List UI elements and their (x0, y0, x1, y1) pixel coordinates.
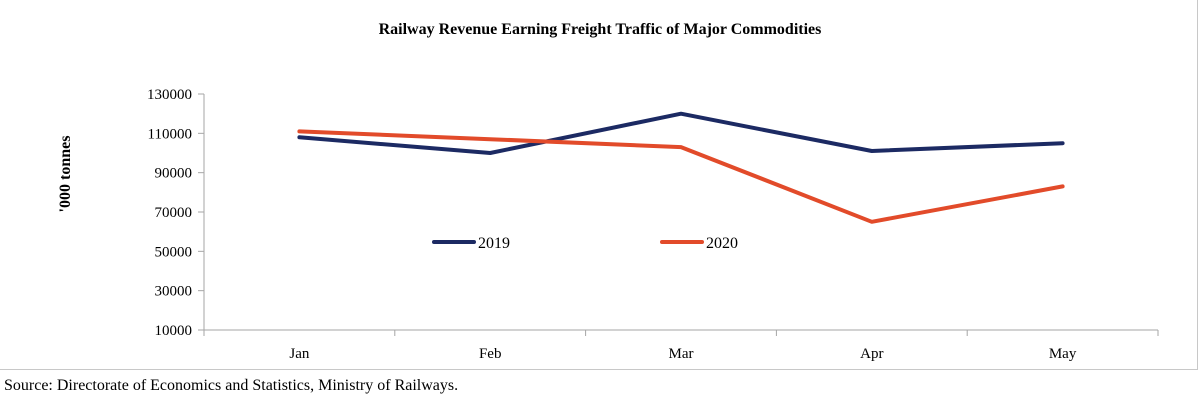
source-note: Source: Directorate of Economics and Sta… (4, 377, 459, 394)
y-axis-label: '000 tonnes (57, 136, 74, 213)
x-axis-ticks: Jan Feb Mar Apr May (203, 330, 1159, 362)
series-line-2020 (297, 129, 1065, 224)
y-tick-label: 110000 (148, 126, 192, 142)
y-tick-label: 90000 (155, 166, 193, 182)
x-tick-label: Mar (669, 346, 694, 362)
y-tick-label: 70000 (155, 205, 193, 221)
series-line-2019 (297, 111, 1065, 155)
y-tick-label: 10000 (155, 323, 193, 339)
chart-frame: Railway Revenue Earning Freight Traffic … (0, 0, 1198, 370)
legend-label-2019: 2019 (478, 235, 510, 252)
legend: 2019 2020 (432, 235, 738, 252)
x-tick-label: May (1049, 346, 1077, 362)
chart-title: Railway Revenue Earning Freight Traffic … (379, 21, 822, 38)
y-tick-label: 50000 (155, 244, 193, 260)
y-axis-ticks: 10000 30000 50000 70000 90000 110000 130000 (147, 87, 204, 339)
legend-label-2020: 2020 (706, 235, 738, 252)
y-tick-label: 30000 (155, 284, 193, 300)
x-tick-label: Jan (289, 346, 309, 362)
series-layer (297, 111, 1065, 224)
y-tick-label: 130000 (147, 87, 192, 103)
x-tick-label: Feb (479, 346, 502, 362)
x-tick-label: Apr (860, 346, 883, 362)
line-chart: Railway Revenue Earning Freight Traffic … (57, 21, 1159, 362)
